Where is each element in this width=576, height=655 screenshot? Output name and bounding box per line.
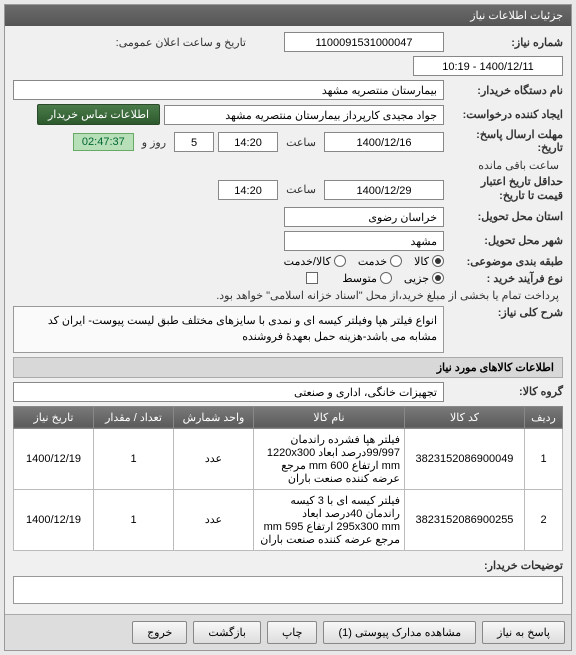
province-field: خراسان رضوی	[284, 207, 444, 227]
announce-field: 1400/12/11 - 10:19	[413, 56, 563, 76]
countdown-field: 02:47:37	[73, 133, 134, 151]
days-field: 5	[174, 132, 214, 152]
table-cell: عدد	[174, 489, 254, 550]
need-number-field: 1100091531000047	[284, 32, 444, 52]
time-label-2: ساعت	[282, 183, 320, 196]
table-cell: فیلتر کیسه ای با 3 کیسه راندمان 40درصد ا…	[254, 489, 405, 550]
table-row: 23823152086900255فیلتر کیسه ای با 3 کیسه…	[14, 489, 563, 550]
col-unit: واحد شمارش	[174, 406, 254, 428]
table-cell: 3823152086900255	[405, 489, 525, 550]
announce-label: تاریخ و ساعت اعلان عمومی:	[112, 36, 250, 49]
exit-button[interactable]: خروج	[132, 621, 187, 644]
city-label: شهر محل تحویل:	[448, 234, 563, 247]
radio-dot-icon	[432, 272, 444, 284]
province-label: استان محل تحویل:	[448, 210, 563, 223]
days-suffix: روز و	[138, 136, 170, 149]
col-qty: تعداد / مقدار	[94, 406, 174, 428]
radio-medium[interactable]: متوسط	[342, 272, 392, 285]
radio-service[interactable]: خدمت	[358, 255, 402, 268]
process-label: نوع فرآیند خرید :	[448, 272, 563, 285]
table-cell: 1	[525, 428, 563, 489]
radio-partial[interactable]: جزیی	[404, 272, 444, 285]
need-number-label: شماره نیاز:	[448, 36, 563, 49]
table-cell: 1	[94, 489, 174, 550]
payment-note: پرداخت تمام یا بخشی از مبلغ خرید،از محل …	[212, 289, 563, 302]
col-code: کد کالا	[405, 406, 525, 428]
contact-button[interactable]: اطلاعات تماس خریدار	[37, 104, 160, 125]
radio-empty-icon	[334, 255, 346, 267]
time-label-1: ساعت	[282, 136, 320, 149]
desc-text: انواع فیلتر هپا وفیلتر کیسه ای و نمدی با…	[13, 306, 444, 353]
attachments-button[interactable]: مشاهده مدارک پیوستی (1)	[323, 621, 476, 644]
deadline-label: مهلت ارسال پاسخ: تاریخ:	[448, 129, 563, 155]
category-label: طبقه بندی موضوعی:	[448, 255, 563, 268]
buyer-label: نام دستگاه خریدار:	[448, 84, 563, 97]
main-panel: جزئیات اطلاعات نیاز شماره نیاز: 11000915…	[4, 4, 572, 651]
deadline-date-field: 1400/12/16	[324, 132, 444, 152]
table-cell: فیلتر هپا فشرده راندمان 99/997درصد ابعاد…	[254, 428, 405, 489]
col-name: نام کالا	[254, 406, 405, 428]
remaining-label: ساعت باقی مانده	[474, 159, 563, 172]
panel-title: جزئیات اطلاعات نیاز	[5, 5, 571, 26]
buyer-field: بیمارستان منتصریه مشهد	[13, 80, 444, 100]
buyer-notes-area	[13, 576, 563, 604]
payment-checkbox[interactable]	[306, 272, 318, 284]
table-cell: 2	[525, 489, 563, 550]
goods-header: اطلاعات کالاهای مورد نیاز	[13, 357, 563, 378]
validity-date-field: 1400/12/29	[324, 180, 444, 200]
desc-title: شرح کلی نیاز:	[448, 306, 563, 319]
respond-button[interactable]: پاسخ به نیاز	[482, 621, 565, 644]
process-radio-group: جزیی متوسط	[342, 272, 444, 285]
radio-empty-icon	[390, 255, 402, 267]
group-label: گروه کالا:	[448, 385, 563, 398]
table-row: 13823152086900049فیلتر هپا فشرده راندمان…	[14, 428, 563, 489]
panel-body: شماره نیاز: 1100091531000047 تاریخ و ساع…	[5, 26, 571, 614]
table-cell: 1	[94, 428, 174, 489]
goods-table: ردیف کد کالا نام کالا واحد شمارش تعداد /…	[13, 406, 563, 551]
print-button[interactable]: چاپ	[267, 621, 318, 644]
validity-label: حداقل تاریخ اعتبار قیمت تا تاریخ:	[448, 176, 563, 202]
validity-time-field: 14:20	[218, 180, 278, 200]
table-cell: 3823152086900049	[405, 428, 525, 489]
radio-both[interactable]: کالا/خدمت	[284, 255, 346, 268]
city-field: مشهد	[284, 231, 444, 251]
radio-empty-icon	[380, 272, 392, 284]
buyer-notes-label: توضیحات خریدار:	[448, 559, 563, 572]
category-radio-group: کالا خدمت کالا/خدمت	[284, 255, 444, 268]
radio-goods[interactable]: کالا	[414, 255, 444, 268]
col-index: ردیف	[525, 406, 563, 428]
table-cell: 1400/12/19	[14, 489, 94, 550]
col-date: تاریخ نیاز	[14, 406, 94, 428]
table-header-row: ردیف کد کالا نام کالا واحد شمارش تعداد /…	[14, 406, 563, 428]
deadline-time-field: 14:20	[218, 132, 278, 152]
radio-dot-icon	[432, 255, 444, 267]
table-cell: 1400/12/19	[14, 428, 94, 489]
requester-field: جواد مجیدی کارپرداز بیمارستان منتصریه مش…	[164, 105, 444, 125]
back-button[interactable]: بازگشت	[193, 621, 261, 644]
footer-buttons: پاسخ به نیاز مشاهده مدارک پیوستی (1) چاپ…	[5, 614, 571, 650]
table-cell: عدد	[174, 428, 254, 489]
group-field: تجهیزات خانگی، اداری و صنعتی	[13, 382, 444, 402]
requester-label: ایجاد کننده درخواست:	[448, 108, 563, 121]
